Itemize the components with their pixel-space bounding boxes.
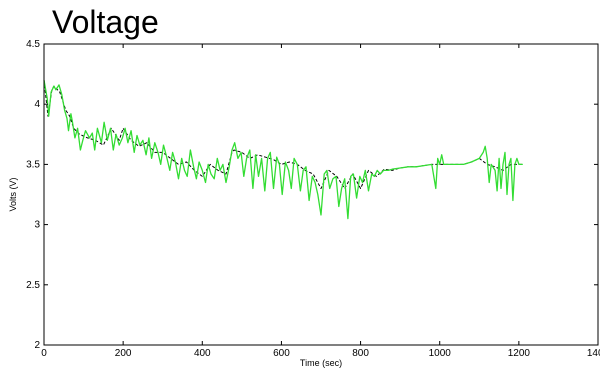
chart-title: Voltage [52,4,159,40]
x-tick-label: 0 [41,348,47,359]
y-tick-label: 3 [34,220,40,231]
x-tick-label: 200 [115,348,132,359]
x-tick-label: 1000 [429,348,452,359]
x-tick-label: 400 [194,348,211,359]
y-tick-label: 2.5 [26,280,40,291]
y-tick-label: 4 [34,99,40,110]
y-tick-label: 4.5 [26,39,40,50]
y-tick-label: 2 [34,340,40,351]
series-line-1 [43,79,523,220]
x-tick-label: 1200 [508,348,531,359]
plot-frame [43,43,599,346]
x-axis-label: Time (sec) [300,358,342,368]
x-tick-label: 600 [273,348,290,359]
x-tick-label: 800 [352,348,369,359]
y-axis-label: Volts (V) [8,177,18,211]
series-line-0 [43,80,523,189]
x-tick-label: 1400 [587,348,600,359]
y-tick-label: 3.5 [26,159,40,170]
